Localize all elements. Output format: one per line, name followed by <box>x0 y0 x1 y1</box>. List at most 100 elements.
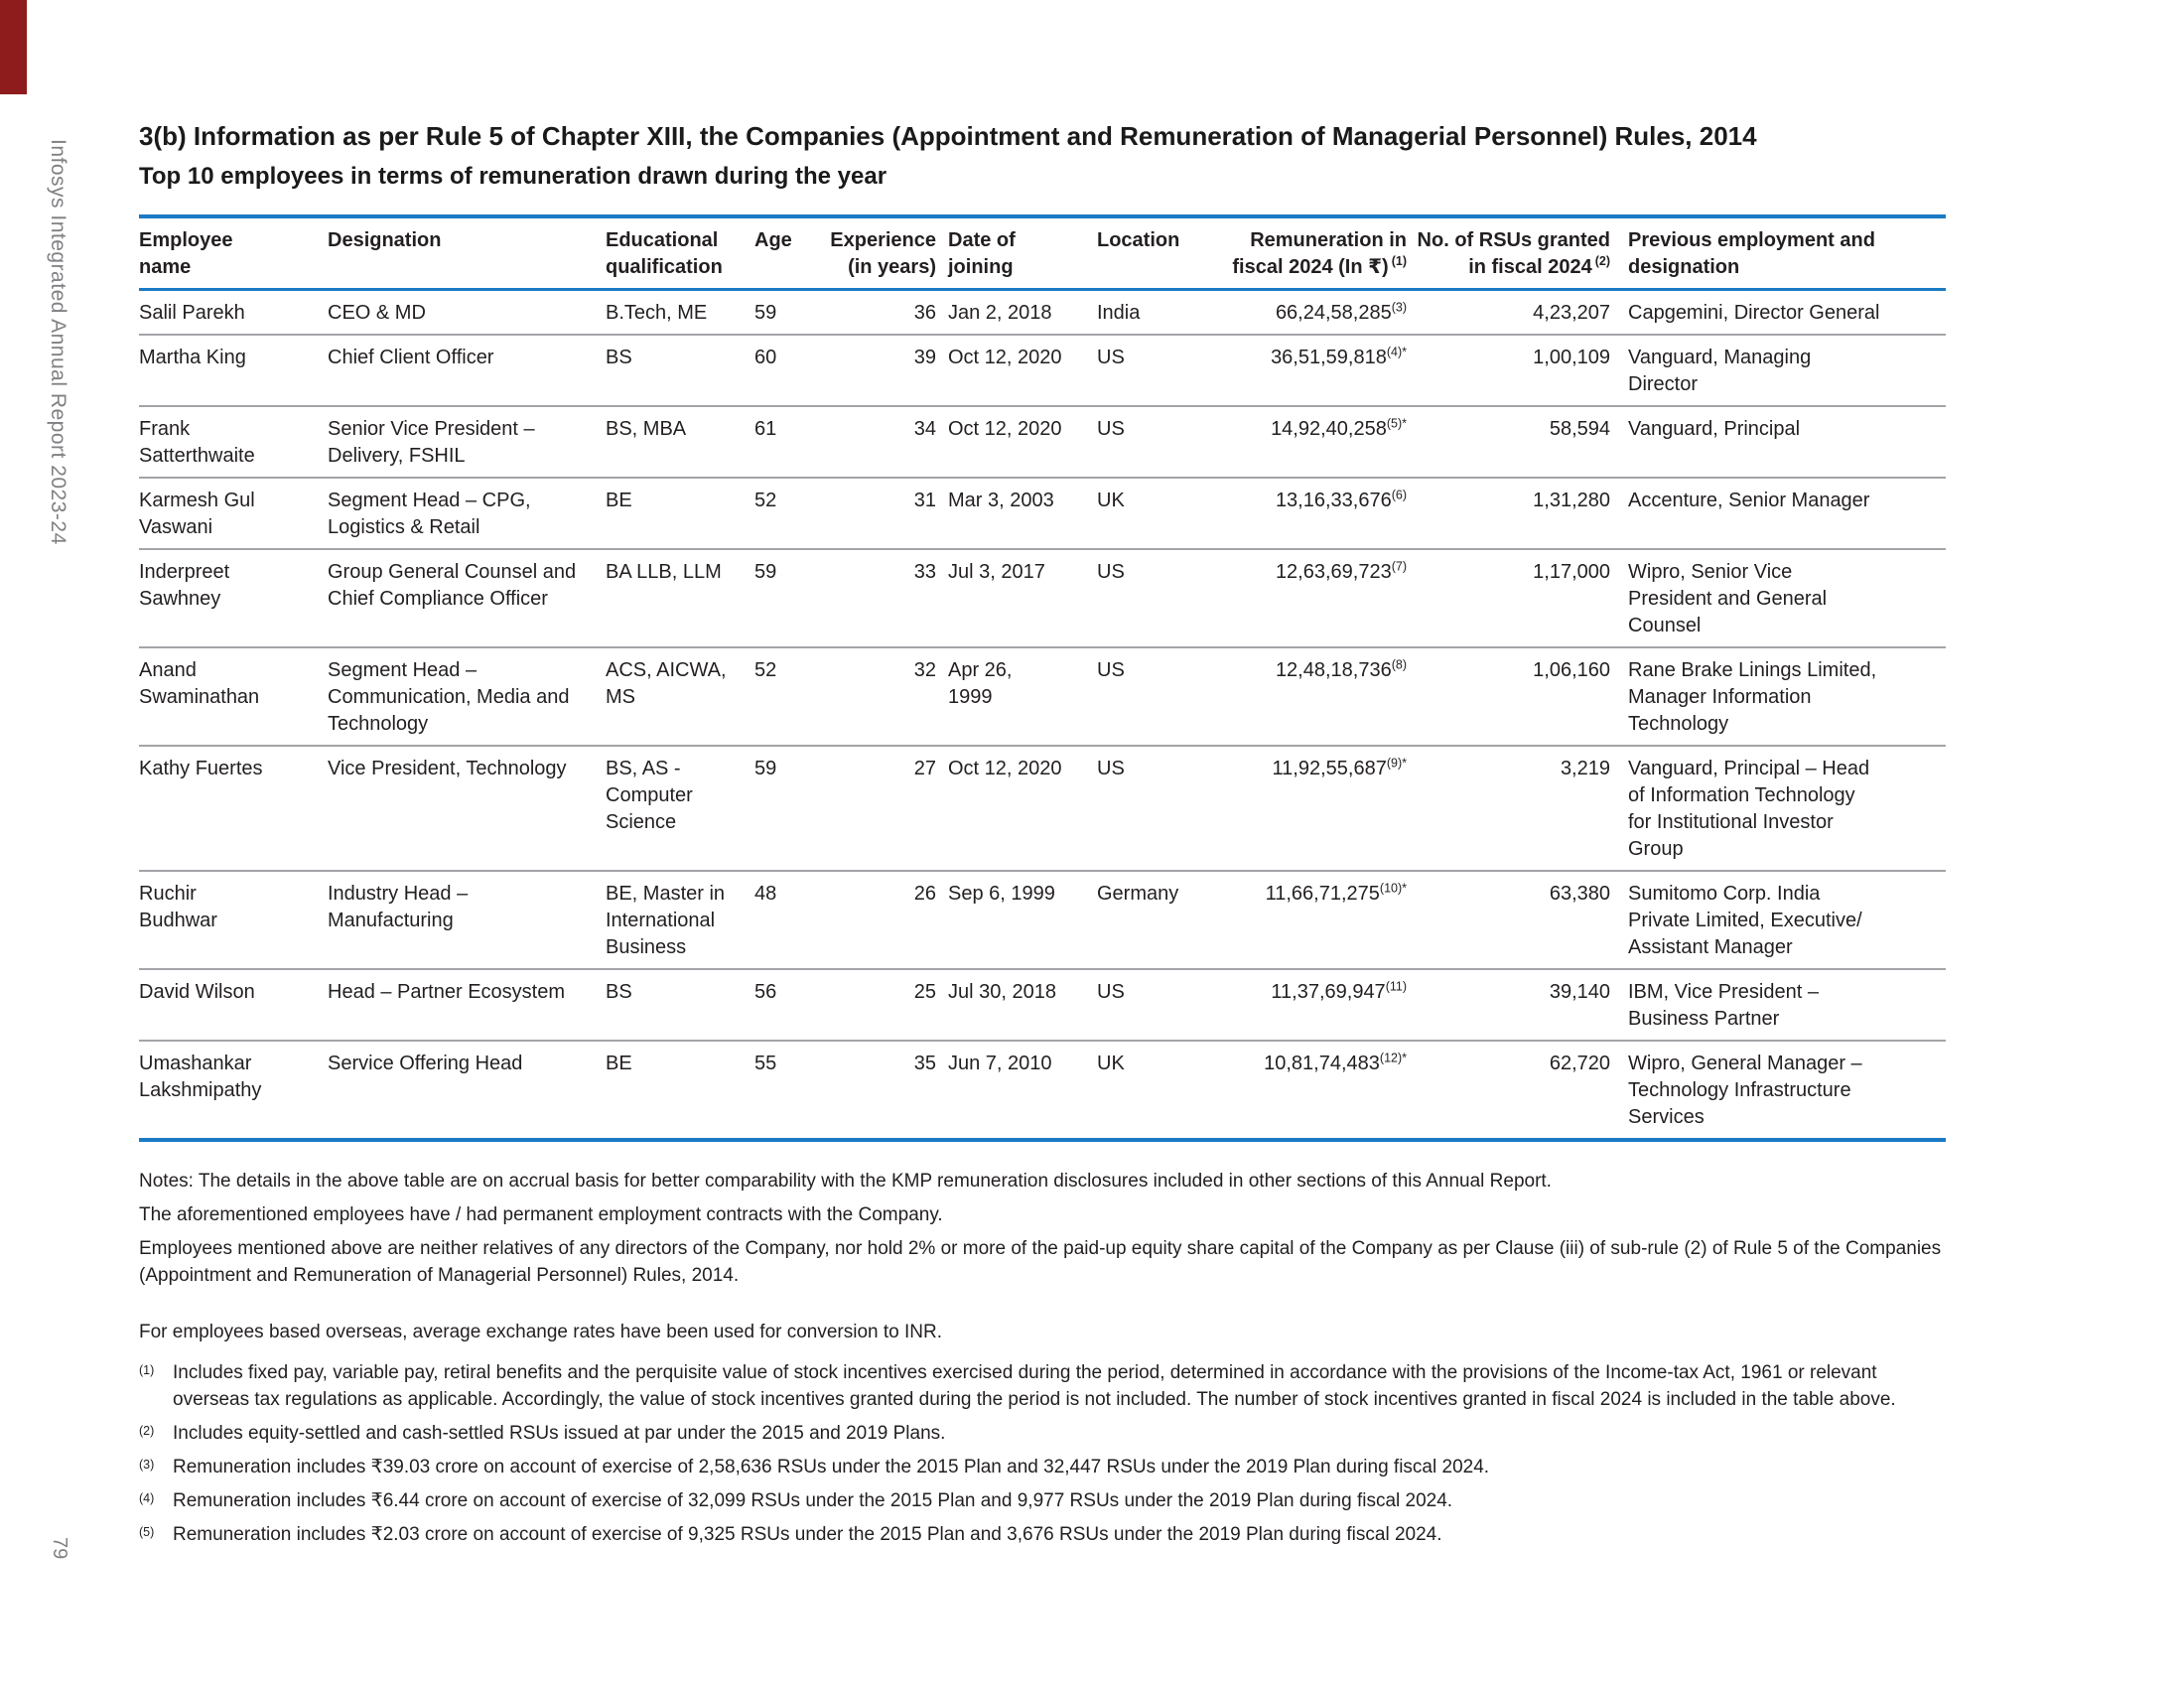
cell-location: Germany <box>1097 883 1179 905</box>
cell-age: 61 <box>754 418 777 440</box>
table-title: Top 10 employees in terms of remuneratio… <box>139 163 887 190</box>
column-header: Date of joining <box>948 216 1097 290</box>
footnote-text: Remuneration includes ₹2.03 crore on acc… <box>173 1524 1442 1545</box>
column-header-label: Educational qualification <box>606 229 723 278</box>
remuneration-value: 11,66,71,275 <box>1265 883 1380 905</box>
cell-previous-employment: Wipro, General Manager – Technology Infr… <box>1628 1053 1862 1128</box>
cell-date-of-joining: Jul 3, 2017 <box>948 561 1045 583</box>
page-content: 3(b) Information as per Rule 5 of Chapte… <box>139 119 1946 1548</box>
cell-experience-years: 34 <box>913 418 936 440</box>
remuneration-table: Employee name Designation Educational qual… <box>139 214 1946 1142</box>
table-row: Salil Parekh CEO & MD B.Tech, ME 59 36 Jan 2,… <box>139 290 1946 336</box>
cell-location: UK <box>1097 1053 1125 1074</box>
table-body: Salil Parekh CEO & MD B.Tech, ME 59 36 Jan 2,… <box>139 290 1946 1141</box>
cell-age: 48 <box>754 883 777 905</box>
note-line: Notes: The details in the above table ar… <box>139 1171 1552 1192</box>
cell-previous-employment: Vanguard, Principal – Head of Informatio… <box>1628 758 1870 860</box>
column-header-footnote-ref: (2) <box>1594 254 1610 269</box>
cell-location: US <box>1097 347 1125 368</box>
footnote-marker: (4) <box>139 1491 155 1505</box>
table-row: Ruchir Budhwar Industry Head – Manufactur… <box>139 871 1946 969</box>
column-header: Remuneration in fiscal 2024 (In ₹) (1) <box>1226 216 1415 290</box>
cell-employee-name: Umashankar Lakshmipathy <box>139 1053 262 1101</box>
cell-designation: Group General Counsel and Chief Complian… <box>328 561 577 610</box>
cell-experience-years: 31 <box>913 490 936 511</box>
footnote-marker: (3) <box>139 1458 155 1472</box>
remuneration-value: 12,48,18,736 <box>1275 659 1392 681</box>
notes-section: Notes: The details in the above table ar… <box>139 1168 1946 1345</box>
cell-designation: Senior Vice President – Delivery, FSHIL <box>328 418 535 467</box>
cell-rsus-granted: 63,380 <box>1549 883 1610 905</box>
cell-qualification: BS <box>606 981 632 1003</box>
cell-designation: Head – Partner Ecosystem <box>328 981 565 1003</box>
footnote-marker: (5) <box>139 1525 155 1539</box>
cell-designation: Vice President, Technology <box>328 758 567 779</box>
cell-rsus-granted: 1,17,000 <box>1533 561 1610 583</box>
cell-age: 59 <box>754 758 777 779</box>
cell-location: US <box>1097 659 1125 681</box>
cell-remuneration: 14,92,40,258(5)* <box>1226 406 1415 478</box>
cell-date-of-joining: Oct 12, 2020 <box>948 758 1062 779</box>
column-header-label: Experience (in years) <box>830 229 936 278</box>
section-title: 3(b) Information as per Rule 5 of Chapte… <box>139 121 1757 151</box>
cell-designation: Industry Head – Manufacturing <box>328 883 469 931</box>
cell-rsus-granted: 1,00,109 <box>1533 347 1610 368</box>
cell-date-of-joining: Apr 26, 1999 <box>948 659 1013 708</box>
cell-designation: Service Offering Head <box>328 1053 523 1074</box>
table-row: Anand Swaminathan Segment Head – Communic… <box>139 647 1946 746</box>
table-row: Kathy Fuertes Vice President, Technology B… <box>139 746 1946 871</box>
cell-remuneration: 12,63,69,723(7) <box>1226 549 1415 647</box>
cell-qualification: ACS, AICWA, MS <box>606 659 727 708</box>
cell-experience-years: 32 <box>913 659 936 681</box>
cell-qualification: BA LLB, LLM <box>606 561 722 583</box>
cell-employee-name: Karmesh Gul Vaswani <box>139 490 255 538</box>
cell-employee-name: Anand Swaminathan <box>139 659 260 708</box>
footnote: (2) Includes equity-settled and cash-sett… <box>139 1420 1946 1447</box>
cell-date-of-joining: Oct 12, 2020 <box>948 418 1062 440</box>
cell-location: US <box>1097 981 1125 1003</box>
remuneration-footnote-ref: (6) <box>1391 488 1407 502</box>
cell-remuneration: 12,48,18,736(8) <box>1226 647 1415 746</box>
cell-date-of-joining: Jan 2, 2018 <box>948 302 1052 324</box>
cell-location: UK <box>1097 490 1125 511</box>
cell-previous-employment: Accenture, Senior Manager <box>1628 490 1870 511</box>
cell-rsus-granted: 62,720 <box>1549 1053 1610 1074</box>
table-row: Martha King Chief Client Officer BS 60 39 Oct… <box>139 335 1946 406</box>
cell-employee-name: Ruchir Budhwar <box>139 883 217 931</box>
footnote-text: Remuneration includes ₹6.44 crore on acc… <box>173 1490 1453 1511</box>
cell-remuneration: 13,16,33,676(6) <box>1226 478 1415 549</box>
footnote: (4) Remuneration includes ₹6.44 crore on … <box>139 1487 1946 1514</box>
table-row: Karmesh Gul Vaswani Segment Head – CPG, L… <box>139 478 1946 549</box>
cell-remuneration: 36,51,59,818(4)* <box>1226 335 1415 406</box>
cell-remuneration: 66,24,58,285(3) <box>1226 290 1415 336</box>
cell-rsus-granted: 1,06,160 <box>1533 659 1610 681</box>
table-row: Umashankar Lakshmipathy Service Offering … <box>139 1041 1946 1140</box>
cell-designation: CEO & MD <box>328 302 426 324</box>
cell-date-of-joining: Jul 30, 2018 <box>948 981 1056 1003</box>
remuneration-footnote-ref: (9)* <box>1386 756 1407 771</box>
column-header: Employee name <box>139 216 328 290</box>
cell-employee-name: Martha King <box>139 347 246 368</box>
cell-designation: Segment Head – Communication, Media and … <box>328 659 570 735</box>
cell-age: 52 <box>754 659 777 681</box>
cell-location: India <box>1097 302 1141 324</box>
cell-remuneration: 11,37,69,947(11) <box>1226 969 1415 1041</box>
cell-date-of-joining: Jun 7, 2010 <box>948 1053 1052 1074</box>
cell-employee-name: Frank Satterthwaite <box>139 418 255 467</box>
cell-experience-years: 26 <box>913 883 936 905</box>
page-number: 79 <box>49 1537 70 1560</box>
column-header-label: Age <box>754 229 792 251</box>
note-line: For employees based overseas, average ex… <box>139 1322 943 1342</box>
cell-rsus-granted: 1,31,280 <box>1533 490 1610 511</box>
table-row: Frank Satterthwaite Senior Vice President… <box>139 406 1946 478</box>
cell-age: 60 <box>754 347 777 368</box>
column-header-label: Designation <box>328 229 442 251</box>
remuneration-footnote-ref: (11) <box>1385 979 1407 994</box>
cell-experience-years: 25 <box>913 981 936 1003</box>
remuneration-footnote-ref: (10)* <box>1379 881 1407 896</box>
note-line: Employees mentioned above are neither re… <box>139 1238 1942 1286</box>
remuneration-footnote-ref: (5)* <box>1386 416 1407 431</box>
column-header-footnote-ref: (1) <box>1391 254 1407 269</box>
table-row: Inderpreet Sawhney Group General Counsel … <box>139 549 1946 647</box>
remuneration-value: 13,16,33,676 <box>1275 490 1392 511</box>
